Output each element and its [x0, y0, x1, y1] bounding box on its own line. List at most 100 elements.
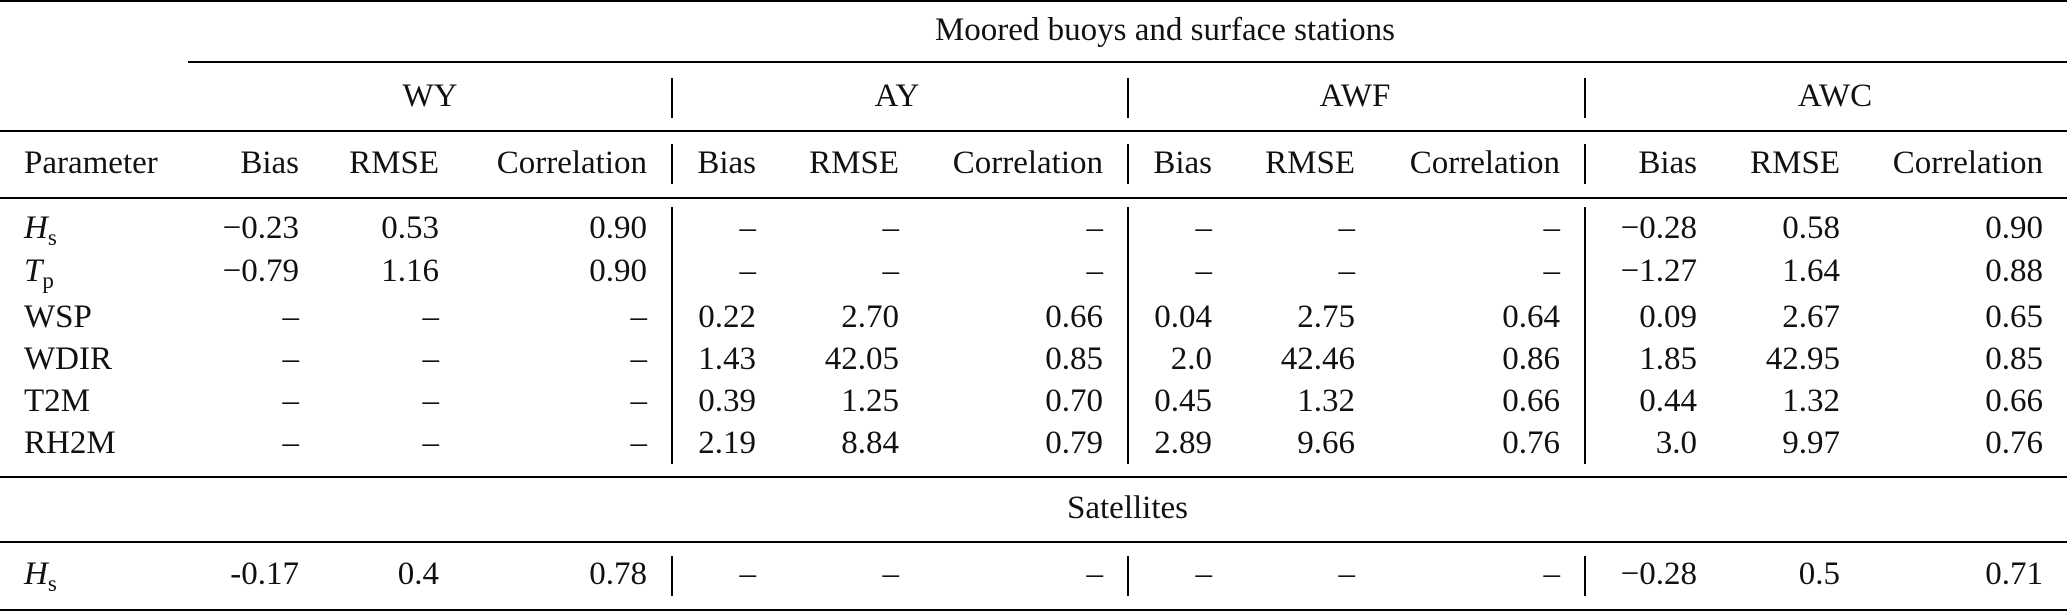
cell-value: – — [1195, 210, 1213, 246]
cell-value: 9.97 — [1782, 425, 1840, 461]
column-header-bias: Bias — [240, 145, 299, 181]
cell-value: 2.75 — [1297, 299, 1355, 335]
cell-value: – — [1086, 210, 1104, 246]
cell-value: 0.45 — [1154, 383, 1212, 419]
row-param-hs: Hs — [24, 212, 57, 250]
column-header-correlation: Correlation — [496, 145, 647, 181]
cell-value: – — [422, 383, 440, 419]
row-param-rh2m: RH2M — [24, 425, 116, 461]
cell-value: – — [1086, 556, 1104, 592]
column-header-parameter: Parameter — [24, 145, 158, 181]
divider-vertical — [1584, 144, 1586, 184]
cell-value: – — [1086, 253, 1104, 289]
cell-value: 0.88 — [1985, 253, 2043, 289]
cell-value: 0.65 — [1985, 299, 2043, 335]
cell-value: -0.17 — [230, 556, 299, 592]
cell-value: – — [1543, 253, 1561, 289]
dataset-header-wy: WY — [402, 78, 458, 114]
divider-vertical — [671, 78, 673, 118]
cell-value: 0.39 — [698, 383, 756, 419]
cell-value: 1.43 — [698, 341, 756, 377]
row-param-hs-satellite: Hs — [24, 558, 57, 596]
param-subscript: s — [47, 571, 57, 596]
cell-value: – — [630, 425, 648, 461]
param-symbol: T — [24, 253, 43, 289]
cell-value: – — [1338, 556, 1356, 592]
dataset-header-ay: AY — [874, 78, 920, 114]
cell-value: – — [882, 253, 900, 289]
cell-value: 0.71 — [1985, 556, 2043, 592]
divider-vertical — [1127, 144, 1129, 184]
divider-vertical — [671, 144, 673, 184]
cell-value: 0.85 — [1985, 341, 2043, 377]
cell-value: 0.76 — [1502, 425, 1560, 461]
cell-value: 8.84 — [841, 425, 899, 461]
cell-value: – — [630, 299, 648, 335]
row-param-tp: Tp — [24, 253, 54, 293]
cell-value: 1.64 — [1782, 253, 1840, 289]
cell-value: – — [1195, 253, 1213, 289]
column-header-bias: Bias — [1153, 145, 1212, 181]
param-subscript: p — [42, 268, 54, 293]
column-header-bias: Bias — [697, 145, 756, 181]
group-title-moored: Moored buoys and surface stations — [934, 12, 1396, 48]
cell-value: 42.05 — [824, 341, 899, 377]
cell-value: – — [739, 253, 757, 289]
cell-value: 0.78 — [589, 556, 647, 592]
cell-value: 0.58 — [1782, 210, 1840, 246]
cell-value: – — [882, 210, 900, 246]
section-rule-bottom — [0, 541, 2067, 543]
cell-value: 0.79 — [1045, 425, 1103, 461]
dataset-header-awc: AWC — [1797, 78, 1873, 114]
top-rule — [0, 0, 2067, 2]
cell-value: 2.0 — [1170, 341, 1212, 377]
divider-vertical — [1584, 556, 1586, 596]
divider-vertical — [671, 207, 673, 464]
cell-value: −0.23 — [222, 210, 299, 246]
cell-value: 3.0 — [1655, 425, 1697, 461]
cell-value: 1.32 — [1297, 383, 1355, 419]
cell-value: 0.66 — [1502, 383, 1560, 419]
cell-value: 2.19 — [698, 425, 756, 461]
cell-value: – — [422, 299, 440, 335]
row-param-wsp: WSP — [24, 299, 92, 335]
param-subscript: s — [47, 225, 57, 250]
cell-value: – — [1338, 253, 1356, 289]
bottom-rule — [0, 609, 2067, 611]
cell-value: – — [282, 341, 300, 377]
cell-value: −0.28 — [1620, 210, 1697, 246]
cell-value: 0.90 — [589, 253, 647, 289]
cell-value: – — [282, 425, 300, 461]
column-header-correlation: Correlation — [952, 145, 1103, 181]
cell-value: 0.85 — [1045, 341, 1103, 377]
row-param-t2m: T2M — [24, 383, 90, 419]
dataset-header-awf: AWF — [1319, 78, 1391, 114]
cell-value: – — [282, 383, 300, 419]
cell-value: 0.76 — [1985, 425, 2043, 461]
cell-value: – — [1195, 556, 1213, 592]
section-rule-top — [0, 476, 2067, 478]
cell-value: 0.90 — [589, 210, 647, 246]
divider-vertical — [1127, 556, 1129, 596]
cell-value: 0.53 — [381, 210, 439, 246]
cell-value: – — [739, 556, 757, 592]
cell-value: 0.04 — [1154, 299, 1212, 335]
cell-value: – — [1338, 210, 1356, 246]
cell-value: 0.86 — [1502, 341, 1560, 377]
cell-value: 2.70 — [841, 299, 899, 335]
cell-value: – — [739, 210, 757, 246]
group-title-rule — [188, 61, 2067, 63]
divider-vertical — [1584, 78, 1586, 118]
cell-value: 0.5 — [1798, 556, 1840, 592]
cell-value: 0.44 — [1639, 383, 1697, 419]
cell-value: 9.66 — [1297, 425, 1355, 461]
cell-value: 0.64 — [1502, 299, 1560, 335]
divider-vertical — [1127, 207, 1129, 464]
divider-vertical — [1584, 207, 1586, 464]
cell-value: – — [1543, 556, 1561, 592]
group-title-satellites: Satellites — [1067, 490, 1188, 526]
column-header-bias: Bias — [1638, 145, 1697, 181]
dataset-header-rule — [0, 130, 2067, 132]
cell-value: 0.22 — [698, 299, 756, 335]
